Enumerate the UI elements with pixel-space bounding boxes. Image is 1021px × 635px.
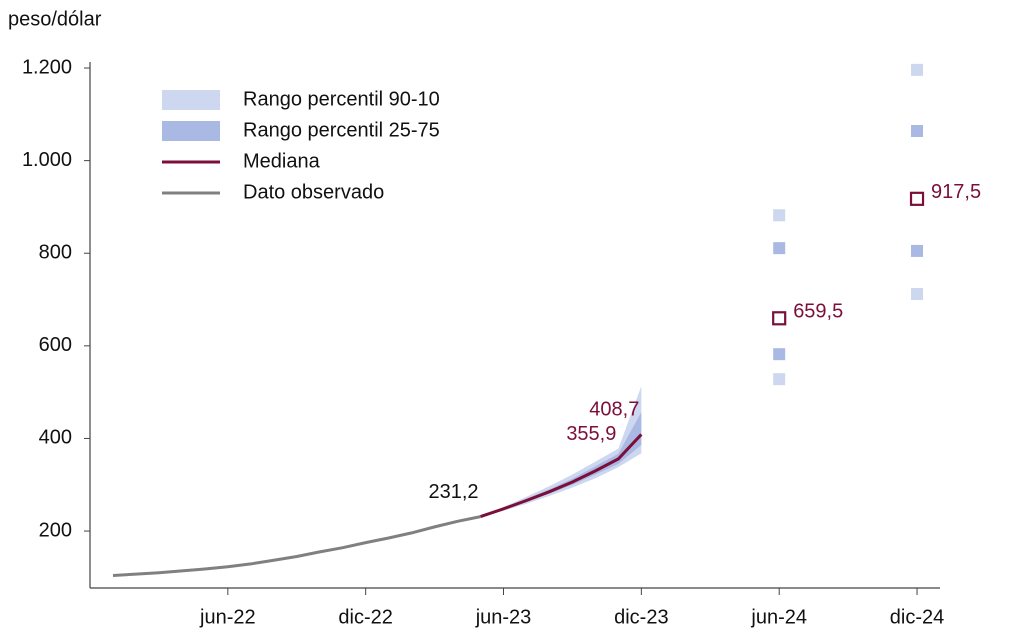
y-tick-label: 800 xyxy=(39,242,72,264)
x-tick-label: jun-24 xyxy=(750,606,807,628)
median-point xyxy=(772,311,787,326)
y-axis-title: peso/dólar xyxy=(8,8,102,30)
band-point xyxy=(911,287,924,300)
data-label: 408,7 xyxy=(589,399,639,421)
band-point xyxy=(773,348,786,361)
band-area xyxy=(480,412,642,517)
x-tick-label: dic-22 xyxy=(338,606,392,628)
median-point xyxy=(909,191,925,206)
band-point xyxy=(773,209,786,222)
y-tick-label: 400 xyxy=(39,427,72,449)
legend-swatch xyxy=(162,90,220,110)
line xyxy=(480,433,643,519)
line xyxy=(112,515,481,577)
y-tick-label: 1.200 xyxy=(22,56,72,78)
band-point xyxy=(911,244,924,257)
band-area xyxy=(480,386,642,517)
x-tick-label: jun-23 xyxy=(475,606,532,628)
data-label: 917,5 xyxy=(931,181,981,203)
band-point xyxy=(911,124,924,137)
y-tick-label: 600 xyxy=(39,334,72,356)
y-tick-label: 200 xyxy=(39,519,72,541)
legend-swatch xyxy=(162,121,220,141)
band-point xyxy=(911,63,924,76)
legend-label: Rango percentil 25-75 xyxy=(243,119,440,141)
legend-label: Mediana xyxy=(243,150,321,172)
x-tick-label: dic-23 xyxy=(614,606,668,628)
band-point xyxy=(773,373,786,386)
data-label: 659,5 xyxy=(793,301,843,323)
data-label: 231,2 xyxy=(428,481,478,503)
x-tick-label: jun-22 xyxy=(199,606,256,628)
legend-label: Dato observado xyxy=(243,181,384,203)
data-label: 355,9 xyxy=(566,423,616,445)
x-tick-label: dic-24 xyxy=(890,606,944,628)
y-tick-label: 1.000 xyxy=(22,149,72,171)
legend-label: Rango percentil 90-10 xyxy=(243,88,440,110)
band-point xyxy=(773,242,786,255)
